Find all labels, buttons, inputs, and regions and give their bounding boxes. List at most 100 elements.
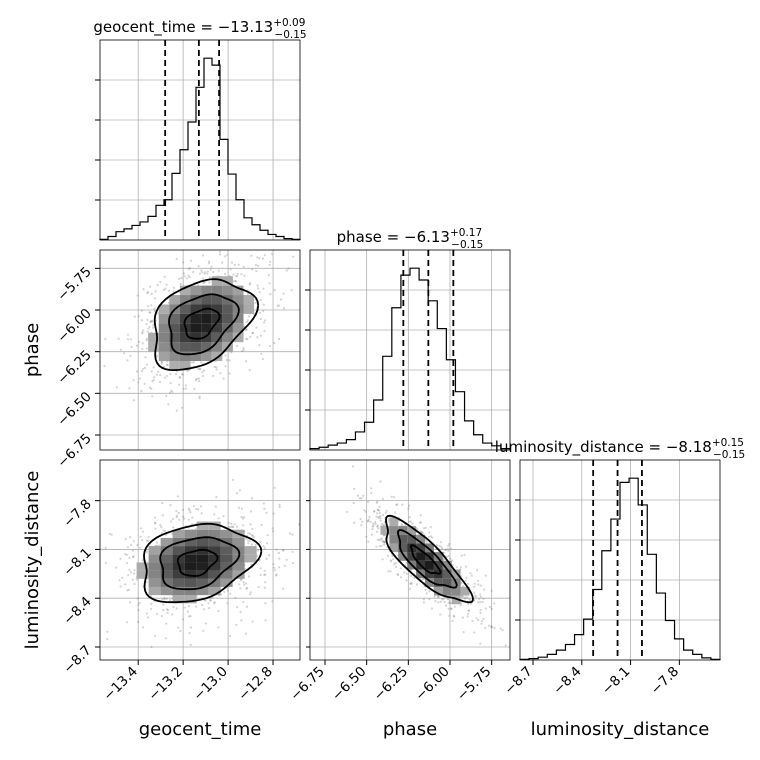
y-tick-label: −6.75: [54, 431, 95, 472]
y-tick-label: −5.75: [54, 264, 95, 305]
scatter-point: [245, 587, 248, 590]
scatter-point: [359, 517, 362, 521]
scatter-point: [428, 598, 431, 601]
panel-frame: [519, 459, 721, 661]
scatter-point: [470, 602, 473, 605]
density-cell: [433, 560, 443, 570]
density-cell: [222, 276, 233, 286]
scatter-point: [380, 537, 383, 540]
scatter-point: [183, 606, 186, 609]
scatter-point: [392, 558, 395, 561]
scatter-point: [449, 557, 452, 560]
scatter-point: [409, 520, 412, 523]
x-tick-label: −8.4: [550, 664, 584, 698]
scatter-point: [422, 598, 425, 601]
scatter-point: [375, 512, 379, 515]
density-cell: [220, 570, 233, 579]
density-cell: [433, 578, 443, 587]
scatter-point: [170, 389, 173, 392]
scatter-point: [187, 274, 190, 277]
scatter-point: [269, 293, 272, 296]
scatter-point: [148, 325, 151, 328]
scatter-point: [178, 277, 181, 280]
density-cell: [184, 595, 197, 604]
scatter-point: [258, 290, 261, 294]
scatter-point: [155, 355, 159, 358]
scatter-point: [178, 376, 181, 379]
scatter-point: [142, 288, 145, 291]
scatter-point: [166, 374, 169, 378]
scatter-point: [189, 626, 192, 629]
scatter-point: [172, 605, 175, 609]
scatter-point: [130, 345, 133, 348]
scatter-point: [202, 236, 204, 238]
density-cell: [190, 313, 202, 324]
scatter-point: [104, 337, 107, 341]
scatter-point: [149, 320, 153, 323]
scatter-point: [201, 271, 204, 274]
scatter-point: [259, 299, 262, 302]
density-cell: [211, 276, 223, 286]
scatter-point: [479, 593, 482, 596]
density-cell: [196, 562, 209, 571]
density-cell: [160, 570, 173, 579]
scatter-point: [447, 597, 450, 601]
scatter-point: [202, 282, 205, 285]
scatter-point: [182, 387, 185, 390]
scatter-point: [202, 369, 205, 372]
scatter-point: [272, 563, 275, 566]
scatter-point: [182, 272, 185, 275]
density-cell: [389, 543, 399, 553]
density-cell: [433, 586, 443, 596]
scatter-point: [378, 545, 381, 548]
contour-line: [385, 514, 474, 604]
scatter-point: [489, 605, 492, 609]
scatter-point: [247, 315, 251, 318]
density-cell: [232, 285, 244, 296]
scatter-point: [401, 524, 404, 527]
scatter-point: [133, 582, 136, 586]
scatter-point: [277, 304, 280, 307]
density-cell: [220, 546, 233, 555]
scatter-point: [379, 538, 382, 541]
scatter-point: [444, 548, 447, 552]
histogram-panel-geocent-time: geocent_time = −13.13+0.09 −0.15: [93, 17, 307, 241]
scatter-point: [292, 561, 295, 565]
scatter-point: [175, 516, 178, 519]
scatter-point: [126, 589, 129, 592]
scatter-point: [422, 527, 426, 530]
joint-panel-phase-vs-luminosity-distance: [309, 459, 511, 661]
density-cell: [158, 342, 170, 352]
y-axis-label-phase: phase: [22, 323, 43, 377]
scatter-point: [168, 599, 171, 602]
scatter-point: [230, 522, 233, 525]
scatter-point: [249, 523, 252, 526]
contour-line: [159, 536, 241, 591]
scatter-point: [455, 566, 458, 569]
scatter-point: [441, 547, 444, 550]
density-cell: [136, 570, 149, 579]
scatter-point: [229, 592, 232, 595]
density-cell: [201, 351, 212, 362]
scatter-point: [438, 544, 441, 548]
scatter-point: [428, 531, 431, 534]
density-cell: [190, 285, 202, 296]
scatter-point: [209, 599, 212, 602]
scatter-point: [137, 609, 140, 612]
scatter-point: [376, 500, 379, 503]
scatter-point: [147, 327, 150, 330]
scatter-point: [382, 540, 385, 543]
scatter-point: [207, 602, 210, 605]
scatter-point: [282, 307, 286, 310]
scatter-point: [263, 547, 266, 550]
x-axis-label-luminosity-distance: luminosity_distance: [531, 719, 710, 740]
scatter-point: [460, 596, 463, 599]
scatter-point: [172, 526, 175, 529]
scatter-point: [431, 536, 434, 539]
scatter-point: [144, 366, 147, 369]
scatter-point: [244, 632, 247, 635]
scatter-point: [447, 607, 450, 610]
scatter-point: [165, 363, 169, 367]
scatter-point: [367, 518, 370, 522]
scatter-point: [370, 487, 373, 490]
